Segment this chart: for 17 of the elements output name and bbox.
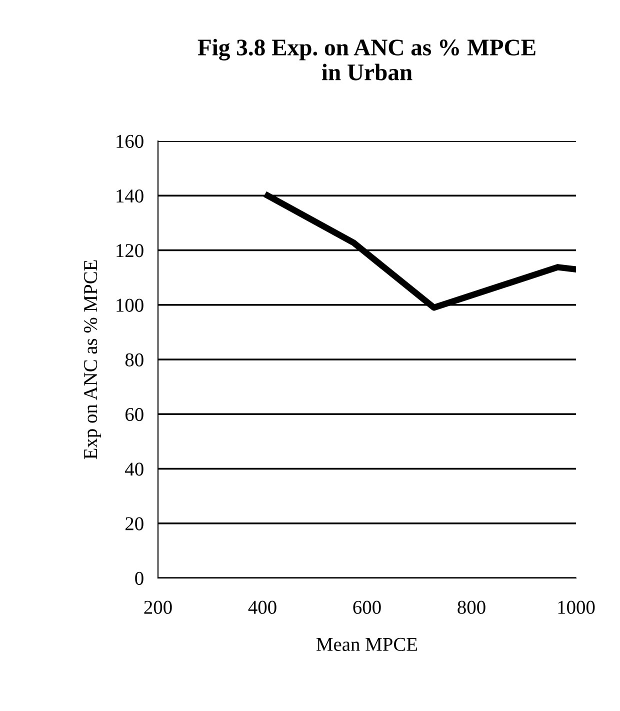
y-tick-label: 60 <box>126 408 144 422</box>
y-tick-label: 160 <box>116 134 144 148</box>
x-tick-label: 1000 <box>558 600 595 614</box>
x-tick-label: 400 <box>248 600 276 614</box>
y-tick-label: 100 <box>116 298 144 312</box>
y-axis-title: Exp on ANC as % MPCE <box>84 260 102 460</box>
x-tick-label: 200 <box>144 600 172 614</box>
chart-title: Fig 3.8 Exp. on ANC as % MPCE in Urban <box>198 38 536 80</box>
y-tick-label: 140 <box>116 189 144 203</box>
y-tick-label: 120 <box>116 244 144 258</box>
y-tick-label: 40 <box>125 462 144 476</box>
y-tick-label: 80 <box>125 353 144 366</box>
x-tick-label: 800 <box>458 600 486 614</box>
x-axis-title: Mean MPCE <box>316 638 418 651</box>
y-tick-label: 0 <box>135 572 144 585</box>
x-tick-label: 600 <box>353 600 381 614</box>
y-tick-label: 20 <box>126 517 144 530</box>
